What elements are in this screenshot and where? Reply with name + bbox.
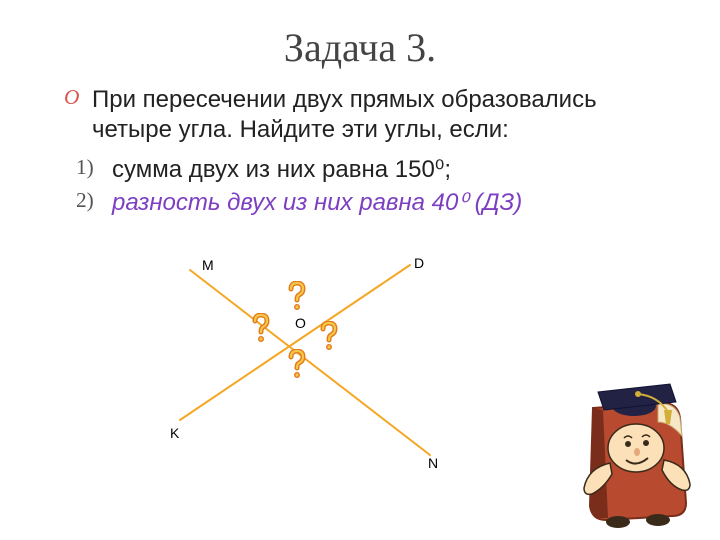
foot-right [646, 514, 670, 526]
intro-row: O При пересечении двух прямых образовали… [64, 85, 680, 145]
lines-svg [150, 245, 470, 495]
list-text-2: разность двух из них равна 40⁰ (ДЗ) [112, 188, 522, 217]
list-item: 1) сумма двух из них равна 150⁰; [76, 151, 680, 184]
question-mark-icon [286, 281, 308, 311]
eye-left [625, 441, 631, 447]
item-list: 1) сумма двух из них равна 150⁰; 2) разн… [64, 145, 680, 217]
mascot-icon [558, 348, 708, 528]
label-N: N [428, 455, 438, 471]
foot-left [606, 516, 630, 528]
question-mark-icon [318, 321, 340, 351]
list-num-1: 1) [76, 155, 94, 180]
label-M: M [202, 257, 214, 273]
eye-right [643, 440, 649, 446]
list-item: 2) разность двух из них равна 40⁰ (ДЗ) [76, 184, 680, 217]
geometry-diagram: M D O K N [150, 245, 470, 495]
question-mark-icon [286, 349, 308, 379]
problem-body: O При пересечении двух прямых образовали… [0, 71, 720, 217]
question-mark-icon [250, 313, 272, 343]
label-K: K [170, 425, 179, 441]
page-title: Задача 3. [0, 0, 720, 71]
bullet-icon: O [64, 85, 82, 110]
label-D: D [414, 255, 424, 271]
list-num-2: 2) [76, 188, 94, 213]
label-O: O [295, 315, 306, 331]
list-text-1: сумма двух из них равна 150⁰; [112, 155, 451, 184]
nose [634, 448, 640, 456]
mascot-face [608, 424, 664, 472]
intro-text: При пересечении двух прямых образовались… [92, 85, 680, 145]
